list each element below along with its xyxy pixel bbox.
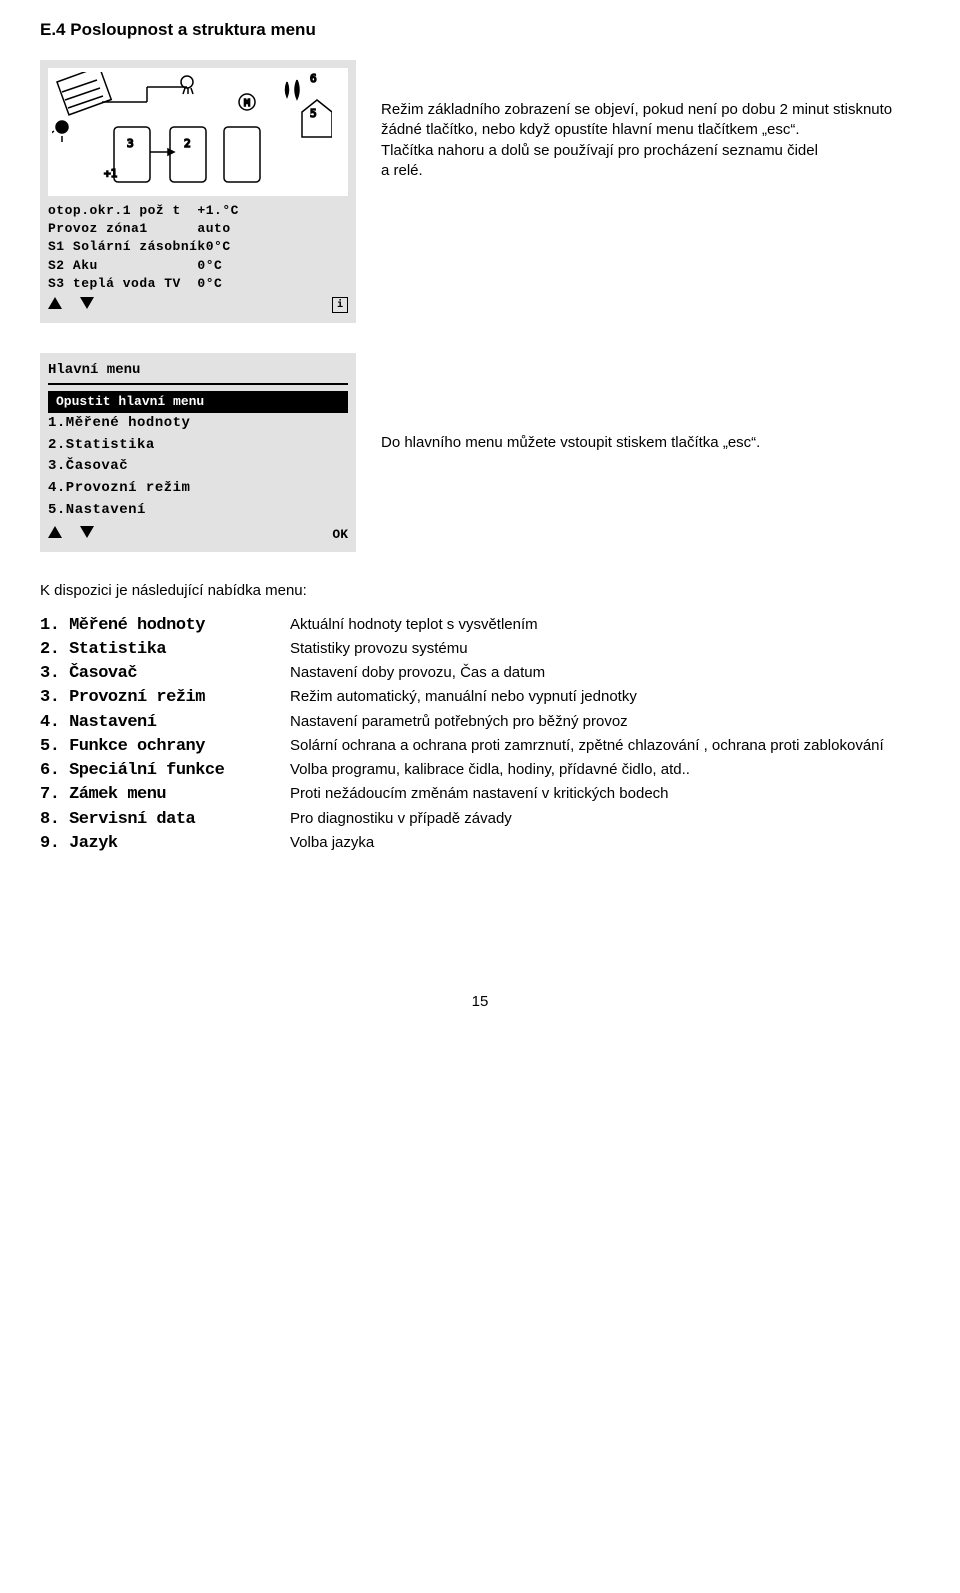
- up-arrow-icon: [48, 297, 62, 315]
- menu-desc: Statistiky provozu systému: [290, 639, 468, 659]
- menu-desc: Režim automatický, manuální nebo vypnutí…: [290, 687, 637, 707]
- menu-term: 6. Speciální funkce: [40, 761, 290, 780]
- section-header: E.4 Posloupnost a struktura menu: [40, 20, 920, 40]
- svg-text:2: 2: [184, 137, 191, 150]
- menu-term: 7. Zámek menu: [40, 785, 290, 804]
- display-nav-row: i: [48, 293, 348, 315]
- menu-def-row: 2. Statistika Statistiky provozu systému: [40, 639, 920, 659]
- menu-def-row: 8. Servisní data Pro diagnostiku v přípa…: [40, 809, 920, 829]
- menu-item: 5.Nastavení: [48, 500, 348, 522]
- menu-title: Hlavní menu: [48, 359, 348, 385]
- menu-def-row: 9. Jazyk Volba jazyka: [40, 833, 920, 853]
- display-line: S3 teplá voda TV 0°C: [48, 275, 348, 293]
- svg-text:+1: +1: [104, 167, 117, 180]
- menu-term: 3. Provozní režim: [40, 688, 290, 707]
- svg-text:6: 6: [310, 72, 317, 85]
- device-display-1: M 6 5 3 2 +1 otop.okr.1 pož t +1.°C Prov…: [40, 60, 356, 323]
- menu-def-row: 5. Funkce ochrany Solární ochrana a ochr…: [40, 736, 920, 756]
- menu-desc: Pro diagnostiku v případě závady: [290, 809, 512, 829]
- display-line: otop.okr.1 pož t +1.°C: [48, 202, 348, 220]
- menu-def-row: 1. Měřené hodnoty Aktuální hodnoty teplo…: [40, 615, 920, 635]
- menu-desc: Proti nežádoucím změnám nastavení v krit…: [290, 784, 669, 804]
- menu-desc: Nastavení doby provozu, Čas a datum: [290, 663, 545, 683]
- menu-term: 8. Servisní data: [40, 810, 290, 829]
- svg-text:M: M: [244, 98, 250, 109]
- display-line: Provoz zóna1 auto: [48, 220, 348, 238]
- svg-text:5: 5: [310, 107, 317, 120]
- menu-def-row: 4. Nastavení Nastavení parametrů potřebn…: [40, 712, 920, 732]
- svg-text:3: 3: [127, 137, 134, 150]
- display-line: S2 Aku 0°C: [48, 257, 348, 275]
- menu-desc: Aktuální hodnoty teplot s vysvětlením: [290, 615, 538, 635]
- menu-item: 2.Statistika: [48, 435, 348, 457]
- menu-item: 3.Časovač: [48, 456, 348, 478]
- menu-desc: Nastavení parametrů potřebných pro běžný…: [290, 712, 628, 732]
- down-arrow-icon: [80, 297, 94, 315]
- menu-def-row: 3. Provozní režim Režim automatický, man…: [40, 687, 920, 707]
- menu-desc: Volba programu, kalibrace čidla, hodiny,…: [290, 760, 690, 780]
- menu-term: 5. Funkce ochrany: [40, 737, 290, 756]
- down-arrow-icon: [80, 525, 94, 545]
- menu-def-row: 6. Speciální funkce Volba programu, kali…: [40, 760, 920, 780]
- description-1: Režim základního zobrazení se objeví, po…: [381, 60, 892, 181]
- display-nav-row: OK: [48, 521, 348, 545]
- menu-def-row: 3. Časovač Nastavení doby provozu, Čas a…: [40, 663, 920, 683]
- display-line: S1 Solární zásobník0°C: [48, 238, 348, 256]
- up-arrow-icon: [48, 525, 62, 545]
- menu-desc: Volba jazyka: [290, 833, 374, 853]
- menu-def-row: 7. Zámek menu Proti nežádoucím změnám na…: [40, 784, 920, 804]
- page-number: 15: [40, 993, 920, 1010]
- schematic-diagram: M 6 5 3 2 +1: [48, 68, 348, 196]
- menu-item: 4.Provozní režim: [48, 478, 348, 500]
- menu-item: 1.Měřené hodnoty: [48, 413, 348, 435]
- menu-definition-list: 1. Měřené hodnoty Aktuální hodnoty teplo…: [40, 615, 920, 854]
- menu-desc: Solární ochrana a ochrana proti zamrznut…: [290, 736, 884, 756]
- row-display-1: M 6 5 3 2 +1 otop.okr.1 pož t +1.°C Prov…: [40, 60, 920, 323]
- menu-term: 3. Časovač: [40, 664, 290, 683]
- ok-label: OK: [332, 525, 348, 545]
- device-display-2: Hlavní menu Opustit hlavní menu 1.Měřené…: [40, 353, 356, 551]
- menu-term: 1. Měřené hodnoty: [40, 616, 290, 635]
- menu-term: 4. Nastavení: [40, 713, 290, 732]
- row-display-2: Hlavní menu Opustit hlavní menu 1.Měřené…: [40, 353, 920, 551]
- available-menu-label: K dispozici je následující nabídka menu:: [40, 582, 920, 599]
- menu-selected-item: Opustit hlavní menu: [48, 391, 348, 413]
- menu-term: 9. Jazyk: [40, 834, 290, 853]
- description-2: Do hlavního menu můžete vstoupit stiskem…: [381, 353, 760, 453]
- menu-term: 2. Statistika: [40, 640, 290, 659]
- info-icon: i: [332, 297, 348, 313]
